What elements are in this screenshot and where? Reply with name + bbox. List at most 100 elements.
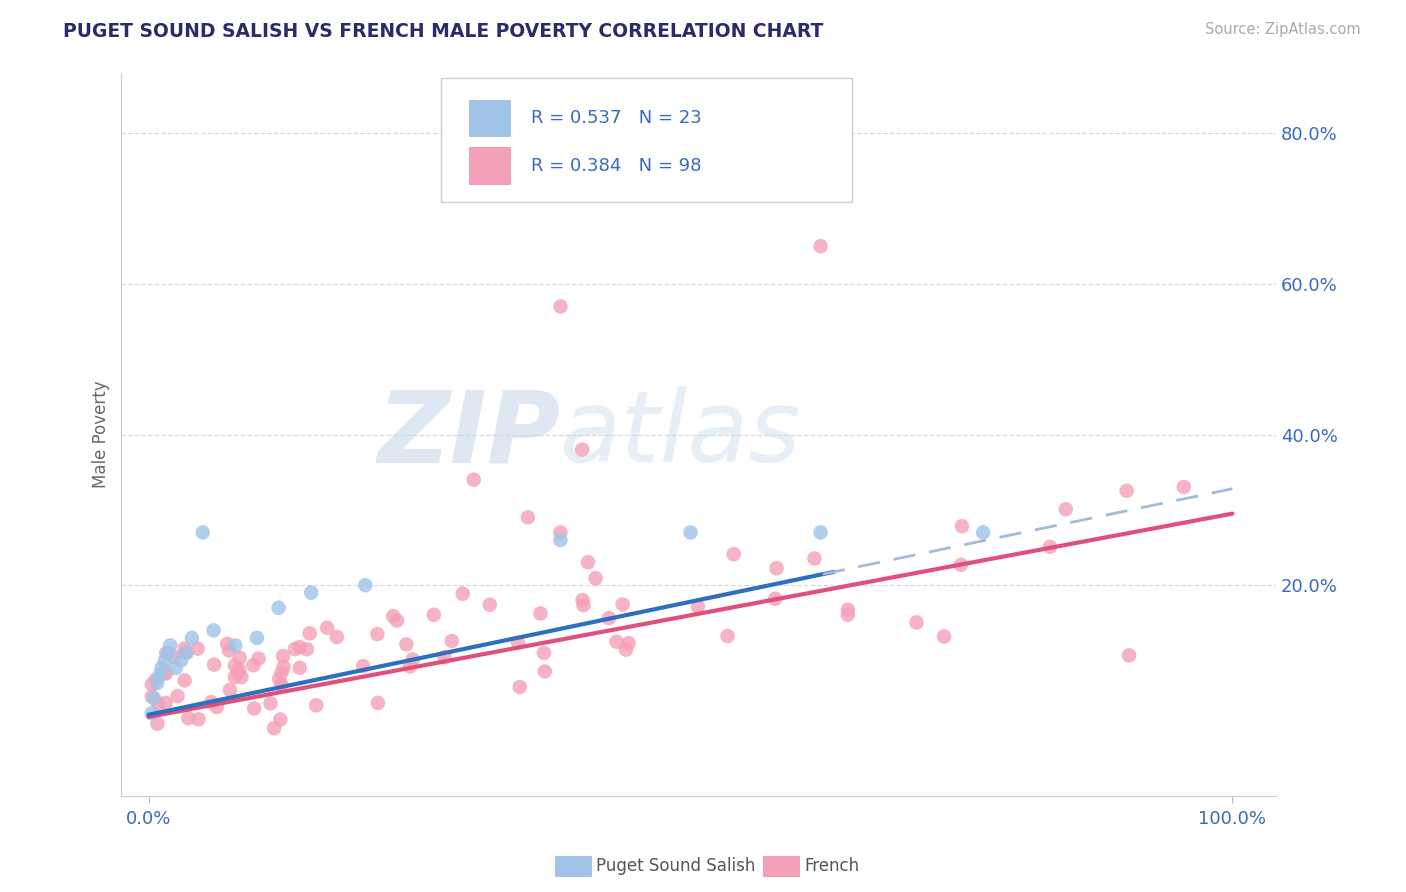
Point bbox=[273, 660, 295, 674]
Text: R = 0.384   N = 98: R = 0.384 N = 98 bbox=[531, 156, 702, 175]
Point bbox=[143, 691, 166, 706]
Point bbox=[217, 637, 239, 651]
Point bbox=[1118, 648, 1140, 663]
Point bbox=[159, 639, 181, 653]
Point bbox=[155, 696, 177, 710]
Point bbox=[288, 661, 311, 675]
Text: Puget Sound Salish: Puget Sound Salish bbox=[596, 857, 755, 875]
Point bbox=[451, 587, 474, 601]
Point bbox=[617, 636, 640, 650]
Point bbox=[533, 665, 555, 679]
Point bbox=[180, 631, 202, 645]
Point bbox=[529, 607, 551, 621]
Point bbox=[263, 721, 285, 735]
Point bbox=[177, 711, 200, 725]
Point bbox=[153, 653, 176, 667]
Point bbox=[571, 593, 593, 607]
Point bbox=[385, 614, 408, 628]
Point bbox=[187, 641, 209, 656]
Point bbox=[576, 555, 599, 569]
Point bbox=[354, 578, 377, 592]
Point bbox=[550, 525, 572, 540]
Point bbox=[246, 631, 269, 645]
Point bbox=[242, 658, 264, 673]
Point bbox=[440, 634, 463, 648]
Point bbox=[141, 690, 163, 704]
Point bbox=[205, 700, 228, 714]
Point bbox=[148, 668, 170, 682]
Point bbox=[231, 670, 253, 684]
FancyBboxPatch shape bbox=[441, 78, 852, 202]
Point bbox=[259, 697, 281, 711]
Point bbox=[352, 659, 374, 673]
Point bbox=[228, 663, 250, 677]
Text: Source: ZipAtlas.com: Source: ZipAtlas.com bbox=[1205, 22, 1361, 37]
Point bbox=[367, 696, 389, 710]
Point bbox=[606, 634, 628, 648]
Point bbox=[679, 525, 702, 540]
Point bbox=[157, 646, 180, 660]
Text: French: French bbox=[804, 857, 859, 875]
Point bbox=[949, 558, 972, 572]
Text: R = 0.537   N = 23: R = 0.537 N = 23 bbox=[531, 109, 702, 127]
Point bbox=[1173, 480, 1195, 494]
Point bbox=[202, 657, 225, 672]
Point bbox=[433, 650, 456, 665]
Point bbox=[173, 641, 195, 656]
Point bbox=[402, 652, 425, 666]
Point bbox=[226, 665, 249, 680]
Point bbox=[516, 510, 538, 524]
Point bbox=[550, 533, 572, 547]
Point bbox=[382, 609, 405, 624]
Point bbox=[148, 697, 170, 711]
Point bbox=[508, 635, 530, 649]
Point bbox=[316, 621, 339, 635]
Point bbox=[155, 666, 177, 681]
Point bbox=[305, 698, 328, 713]
Point bbox=[146, 676, 169, 690]
Point bbox=[271, 649, 294, 664]
Point bbox=[533, 646, 555, 660]
Point bbox=[299, 585, 322, 599]
Point bbox=[326, 630, 349, 644]
Point bbox=[270, 665, 292, 680]
Point bbox=[145, 673, 167, 687]
Point bbox=[366, 627, 388, 641]
Point bbox=[163, 649, 186, 664]
Point bbox=[478, 598, 501, 612]
Point bbox=[905, 615, 928, 630]
Point bbox=[270, 678, 292, 692]
Point bbox=[837, 607, 859, 622]
Point bbox=[550, 300, 572, 314]
Point bbox=[803, 551, 825, 566]
Point bbox=[423, 607, 446, 622]
Point bbox=[571, 442, 593, 457]
Point bbox=[395, 637, 418, 651]
Point bbox=[218, 643, 240, 657]
Point bbox=[288, 640, 311, 654]
Point bbox=[224, 639, 246, 653]
Text: atlas: atlas bbox=[560, 386, 801, 483]
Point bbox=[200, 695, 222, 709]
Point bbox=[150, 661, 173, 675]
Point bbox=[1115, 483, 1137, 498]
Point bbox=[950, 519, 973, 533]
Point bbox=[269, 672, 291, 686]
Y-axis label: Male Poverty: Male Poverty bbox=[93, 381, 110, 488]
Point bbox=[1054, 502, 1077, 516]
Point bbox=[224, 670, 246, 684]
Point bbox=[509, 680, 531, 694]
Point bbox=[155, 646, 177, 660]
Point bbox=[269, 713, 291, 727]
Point bbox=[141, 677, 163, 691]
Point bbox=[572, 598, 595, 612]
Point bbox=[243, 701, 266, 715]
Text: PUGET SOUND SALISH VS FRENCH MALE POVERTY CORRELATION CHART: PUGET SOUND SALISH VS FRENCH MALE POVERT… bbox=[63, 22, 824, 41]
Point bbox=[267, 600, 290, 615]
Point bbox=[295, 642, 318, 657]
Point bbox=[723, 547, 745, 561]
Point bbox=[224, 658, 246, 673]
Point bbox=[614, 642, 637, 657]
Text: ZIP: ZIP bbox=[377, 386, 560, 483]
Point bbox=[837, 603, 859, 617]
